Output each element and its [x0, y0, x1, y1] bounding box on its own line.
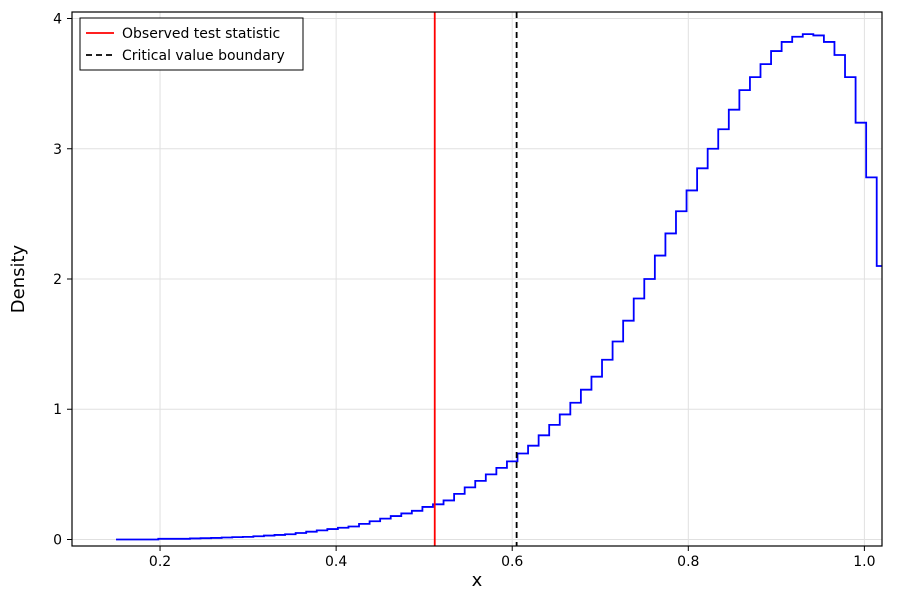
y-tick-label: 4	[53, 12, 62, 28]
legend-label-critical: Critical value boundary	[122, 48, 285, 64]
x-tick-label: 0.4	[325, 554, 347, 570]
x-tick-label: 0.8	[677, 554, 699, 570]
x-axis-label: x	[472, 570, 483, 591]
x-tick-label: 1.0	[853, 554, 875, 570]
y-axis-label: Density	[8, 244, 29, 313]
y-tick-label: 3	[53, 142, 62, 158]
y-tick-label: 0	[53, 532, 62, 548]
y-tick-label: 2	[53, 272, 62, 288]
x-tick-label: 0.6	[501, 554, 523, 570]
x-tick-label: 0.2	[149, 554, 171, 570]
chart-svg: 0.2 0.4 0.6 0.8 1.0 0 1 2 3 4 x Density Observed tes…	[0, 0, 900, 600]
legend-label-observed: Observed test statistic	[122, 26, 280, 42]
chart-background	[0, 0, 900, 600]
y-tick-label: 1	[53, 402, 62, 418]
legend: Observed test statistic Critical value bo…	[80, 18, 303, 70]
density-chart: 0.2 0.4 0.6 0.8 1.0 0 1 2 3 4 x Density Observed tes…	[0, 0, 900, 600]
